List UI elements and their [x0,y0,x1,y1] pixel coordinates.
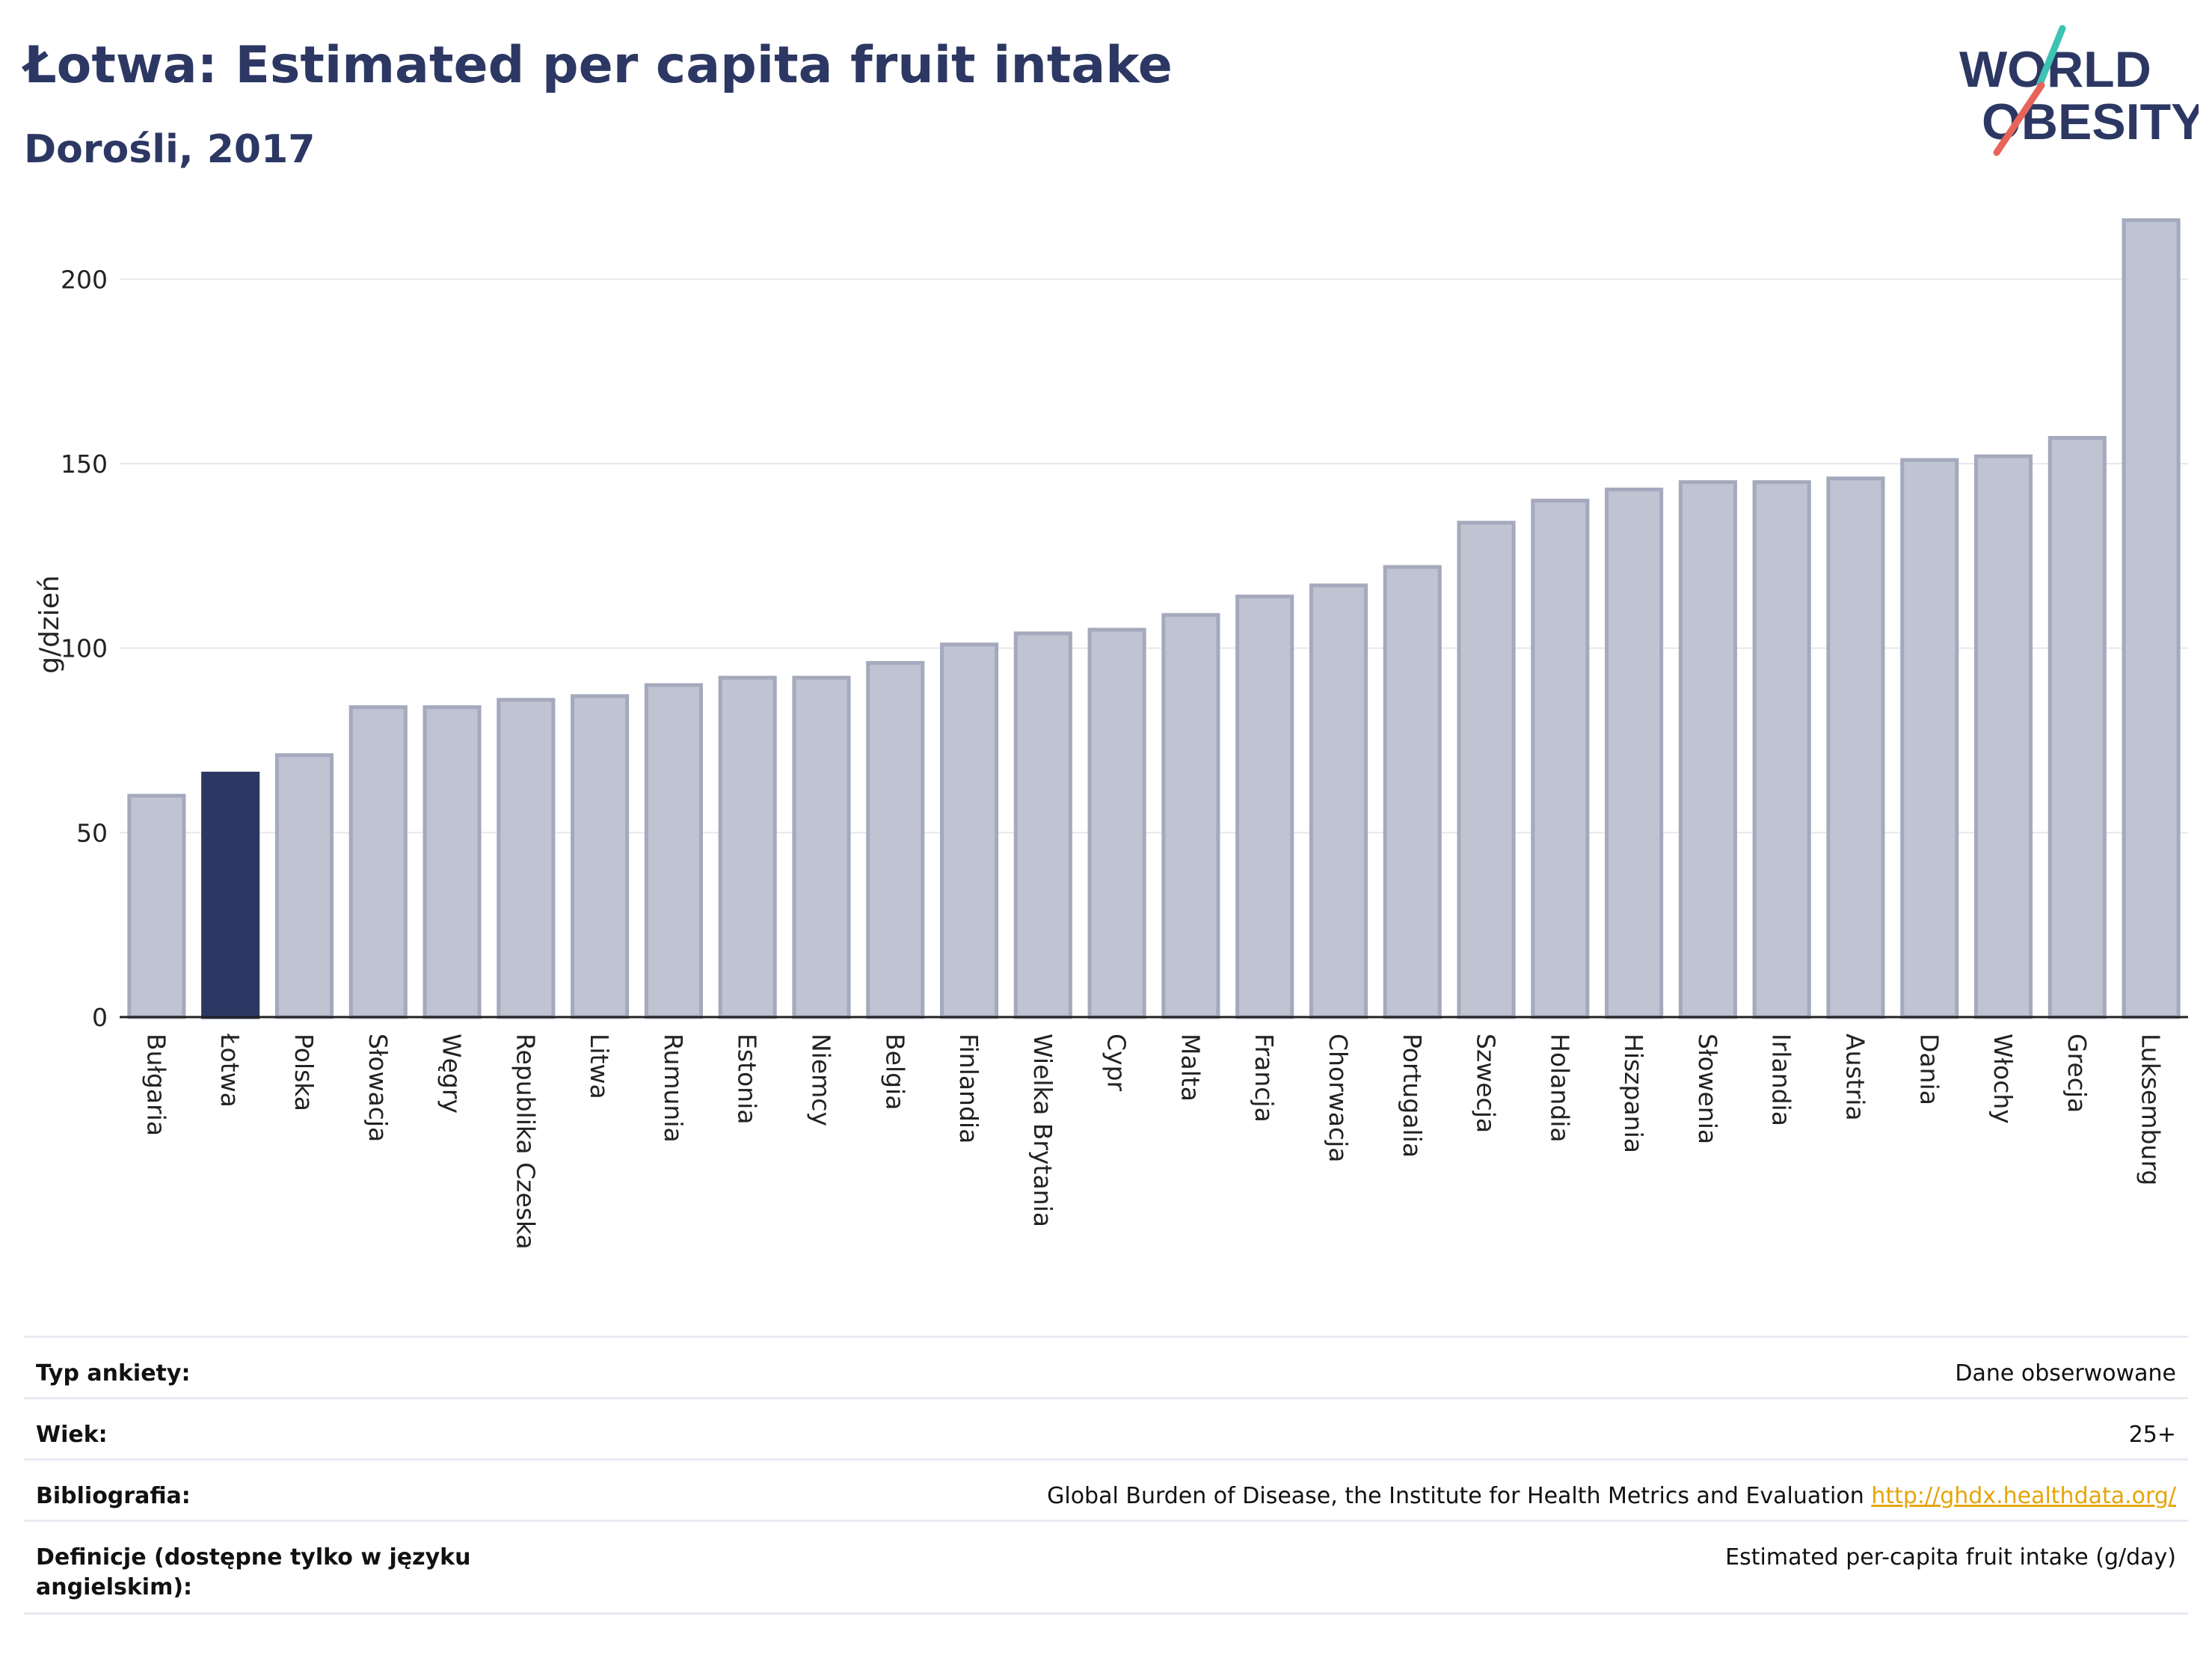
bar [497,698,556,1019]
bar [939,642,999,1019]
x-tick-label: Republika Czeska [511,1034,540,1250]
y-axis-ticks: 0 50 100 150 200 [61,265,108,1032]
info-key: Wiek: [36,1422,108,1448]
x-tick-label: Finlandia [954,1034,983,1143]
x-axis-labels: Bułgaria Łotwa Polska Słowacja Węgry Republik… [141,1033,2165,1250]
x-tick-label: Grecja [2062,1034,2092,1113]
bar [644,683,703,1019]
bar [1383,565,1442,1019]
bar [1752,480,1811,1019]
bibliography-link[interactable]: http://ghdx.healthdata.org/ [1871,1483,2176,1509]
x-tick-label: Słowenia [1693,1034,1722,1144]
bar [792,675,851,1019]
info-row-survey-type: Typ ankiety: Dane obserwowane [24,1338,2188,1399]
bar [274,753,334,1019]
bar [1161,612,1220,1019]
chart-title: Łotwa: Estimated per capita fruit intake [24,36,1173,95]
bar [127,793,186,1019]
x-tick-label: Cypr [1102,1034,1131,1092]
world-obesity-logo: WORLD OBESITY [1959,25,2199,156]
bar [571,694,630,1019]
bar [1531,498,1590,1019]
bar-chart: 0 50 100 150 200 Bułgaria Łotwa Polska Słowacja… [34,218,2188,1250]
bibliography-text: Global Burden of Disease, the Institute … [1047,1483,1864,1509]
x-tick-label: Austria [1840,1034,1870,1121]
x-tick-label: Portugalia [1398,1034,1427,1158]
chart-subtitle: Dorośli, 2017 [24,127,316,172]
x-tick-label: Niemcy [806,1034,835,1126]
info-row-bibliography: Bibliografia: Global Burden of Disease, … [24,1461,2188,1522]
info-value: Estimated per-capita fruit intake (g/day… [1725,1544,2176,1570]
x-tick-label: Irlandia [1767,1034,1796,1126]
y-tick-label: 200 [61,265,108,294]
info-key: Typ ankiety: [36,1360,191,1387]
y-axis-title: g/dzień [34,575,65,674]
info-table: Typ ankiety: Dane obserwowane Wiek: 25+ … [24,1336,2188,1615]
x-tick-label: Łotwa [215,1033,245,1108]
bar [1678,480,1737,1019]
x-tick-label: Dania [1914,1034,1944,1105]
y-tick-label: 0 [92,1003,108,1032]
bar [1309,583,1368,1019]
x-tick-label: Wielka Brytania [1028,1034,1057,1227]
logo-slash-red [1993,82,2045,156]
x-tick-label: Holandia [1545,1034,1574,1143]
info-value: Dane obserwowane [1955,1360,2176,1387]
info-key: Bibliografia: [36,1483,191,1509]
bar-highlighted [201,771,260,1019]
bar [1457,521,1516,1019]
bar [2122,218,2181,1019]
info-row-age: Wiek: 25+ [24,1399,2188,1461]
x-tick-label: Belgia [880,1034,909,1110]
x-tick-label: Włochy [1988,1034,2018,1124]
bars [127,218,2181,1019]
y-tick-label: 150 [61,449,108,479]
bar [1235,595,1294,1019]
bar [423,705,482,1019]
logo-slash-teal [2036,25,2066,87]
x-tick-label: Litwa [585,1034,614,1099]
x-tick-label: Chorwacja [1324,1034,1353,1162]
info-row-definitions: Definicje (dostępne tylko w języku angie… [24,1522,2188,1615]
x-tick-label: Francja [1250,1034,1279,1123]
bar [1605,488,1664,1019]
bar [1973,454,2033,1019]
x-tick-label: Luksemburg [2136,1034,2166,1185]
x-tick-label: Hiszpania [1619,1034,1648,1153]
bar [1013,631,1072,1019]
bar [2047,435,2107,1019]
info-value: 25+ [2128,1422,2176,1448]
info-key: Definicje (dostępne tylko w języku angie… [36,1544,471,1600]
bar [1826,476,1885,1019]
x-tick-label: Polska [289,1034,319,1111]
bar [1900,458,1959,1019]
x-tick-label: Estonia [733,1034,762,1124]
x-tick-label: Malta [1176,1034,1205,1102]
x-tick-label: Bułgaria [141,1034,170,1136]
bar [1087,627,1146,1019]
x-tick-label: Szwecja [1472,1034,1501,1133]
bar [348,705,408,1019]
bar [866,660,925,1019]
y-tick-label: 100 [61,634,108,663]
y-tick-label: 50 [76,818,108,847]
x-tick-label: Słowacja [363,1034,393,1142]
bar [718,675,777,1019]
x-tick-label: Węgry [437,1034,467,1114]
x-tick-label: Rumunia [659,1034,688,1143]
info-value-bibliography: Global Burden of Disease, the Institute … [1047,1481,2176,1511]
